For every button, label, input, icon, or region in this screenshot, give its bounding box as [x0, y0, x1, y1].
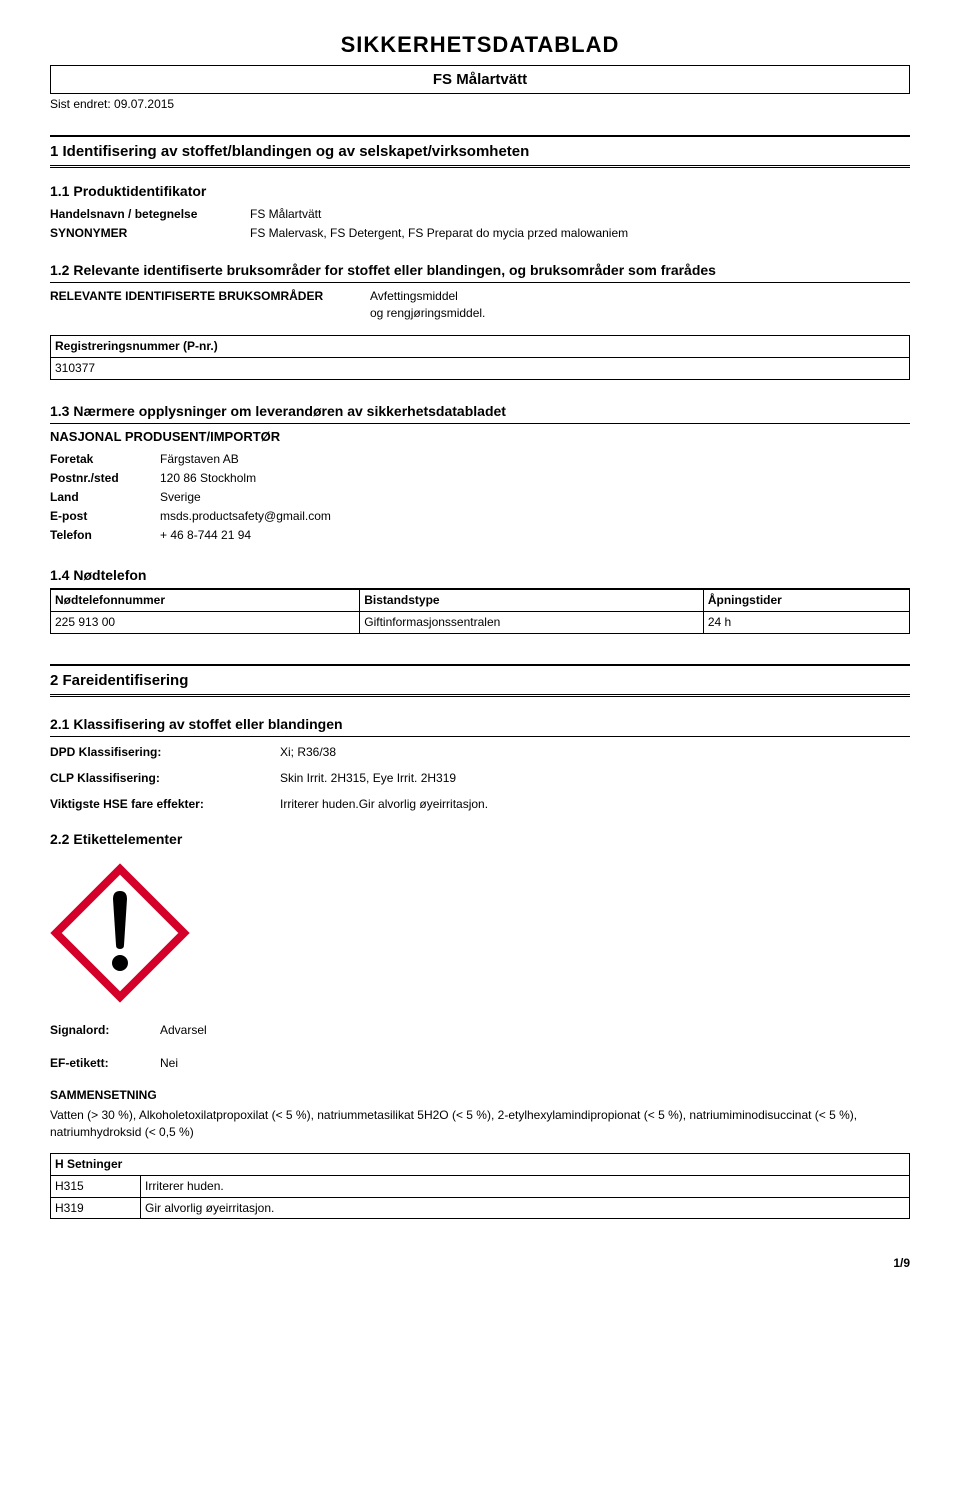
use-table: RELEVANTE IDENTIFISERTE BRUKSOMRÅDER Avf… [50, 287, 910, 323]
composition-body: Vatten (> 30 %), Alkoholetoxilatpropoxil… [50, 1107, 910, 1141]
product-id-table: Handelsnavn / betegnelse FS Målartvätt S… [50, 205, 910, 243]
kv-val: Advarsel [160, 1021, 910, 1040]
h-code: H315 [51, 1175, 141, 1197]
kv-val: FS Malervask, FS Detergent, FS Preparat … [250, 224, 910, 243]
h-code: H319 [51, 1197, 141, 1219]
kv-val: Xi; R36/38 [280, 743, 910, 769]
section-1-2-heading: 1.2 Relevante identifiserte bruksområder… [50, 261, 910, 284]
kv-row: E-postmsds.productsafety@gmail.com [50, 507, 910, 526]
kv-key: Foretak [50, 450, 160, 469]
kv-key: DPD Klassifisering: [50, 743, 280, 769]
kv-row: Telefon+ 46 8-744 21 94 [50, 526, 910, 545]
kv-row: SYNONYMER FS Malervask, FS Detergent, FS… [50, 224, 910, 243]
kv-row: DPD Klassifisering:Xi; R36/38 [50, 743, 910, 769]
col-header: Åpningstider [703, 589, 909, 611]
table-row: H319 Gir alvorlig øyeirritasjon. [51, 1197, 910, 1219]
kv-key: Viktigste HSE fare effekter: [50, 795, 280, 814]
section-1-4-heading: 1.4 Nødtelefon [50, 566, 910, 589]
section-1-3-heading: 1.3 Nærmere opplysninger om leverandøren… [50, 402, 910, 425]
use-line2: og rengjøringsmiddel. [370, 306, 485, 320]
section-1-1-heading: 1.1 Produktidentifikator [50, 182, 910, 202]
kv-val: Avfettingsmiddel og rengjøringsmiddel. [370, 287, 910, 323]
cell: Giftinformasjonssentralen [360, 611, 704, 633]
kv-val: Irriterer huden.Gir alvorlig øyeirritasj… [280, 795, 910, 814]
kv-key: Handelsnavn / betegnelse [50, 205, 250, 224]
kv-key: RELEVANTE IDENTIFISERTE BRUKSOMRÅDER [50, 287, 370, 323]
last-changed: Sist endret: 09.07.2015 [50, 96, 910, 113]
kv-val: Färgstaven AB [160, 450, 910, 469]
col-header: Bistandstype [360, 589, 704, 611]
kv-row: RELEVANTE IDENTIFISERTE BRUKSOMRÅDER Avf… [50, 287, 910, 323]
page-number: 1/9 [50, 1255, 910, 1272]
kv-key: Signalord: [50, 1021, 160, 1040]
signal-table: Signalord:Advarsel [50, 1021, 910, 1040]
reg-header: Registreringsnummer (P-nr.) [51, 335, 910, 357]
emergency-phone-table: Nødtelefonnummer Bistandstype Åpningstid… [50, 589, 910, 634]
kv-key: Postnr./sted [50, 469, 160, 488]
kv-val: FS Målartvätt [250, 205, 910, 224]
kv-val: Skin Irrit. 2H315, Eye Irrit. 2H319 [280, 769, 910, 795]
cell: 24 h [703, 611, 909, 633]
kv-val: Nei [160, 1054, 910, 1073]
kv-row: Postnr./sted120 86 Stockholm [50, 469, 910, 488]
col-header: Nødtelefonnummer [51, 589, 360, 611]
section-1-heading: 1 Identifisering av stoffet/blandingen o… [50, 135, 910, 168]
ghs-exclamation-pictogram [50, 863, 910, 1003]
h-text: Irriterer huden. [141, 1175, 910, 1197]
kv-val: + 46 8-744 21 94 [160, 526, 910, 545]
kv-key: Telefon [50, 526, 160, 545]
kv-row: Signalord:Advarsel [50, 1021, 910, 1040]
kv-key: E-post [50, 507, 160, 526]
cell: 225 913 00 [51, 611, 360, 633]
table-row: H315 Irriterer huden. [51, 1175, 910, 1197]
use-line1: Avfettingsmiddel [370, 289, 458, 303]
section-2-2-heading: 2.2 Etikettelementer [50, 830, 910, 850]
ef-table: EF-etikett:Nei [50, 1054, 910, 1073]
reg-value: 310377 [51, 357, 910, 379]
registration-table: Registreringsnummer (P-nr.) 310377 [50, 335, 910, 380]
section-2-heading: 2 Fareidentifisering [50, 664, 910, 697]
kv-key: Land [50, 488, 160, 507]
kv-row: Handelsnavn / betegnelse FS Målartvätt [50, 205, 910, 224]
kv-row: LandSverige [50, 488, 910, 507]
kv-key: EF-etikett: [50, 1054, 160, 1073]
kv-key: SYNONYMER [50, 224, 250, 243]
doc-title: SIKKERHETSDATABLAD [50, 30, 910, 61]
supplier-table: ForetakFärgstaven AB Postnr./sted120 86 … [50, 450, 910, 544]
ghs-pictogram-svg [50, 863, 190, 1003]
kv-val: 120 86 Stockholm [160, 469, 910, 488]
kv-row: EF-etikett:Nei [50, 1054, 910, 1073]
section-2-1-heading: 2.1 Klassifisering av stoffet eller blan… [50, 715, 910, 738]
kv-val: msds.productsafety@gmail.com [160, 507, 910, 526]
classification-table: DPD Klassifisering:Xi; R36/38 CLP Klassi… [50, 743, 910, 813]
composition-heading: SAMMENSETNING [50, 1087, 910, 1104]
h-text: Gir alvorlig øyeirritasjon. [141, 1197, 910, 1219]
doc-subtitle: FS Målartvätt [50, 65, 910, 94]
kv-key: CLP Klassifisering: [50, 769, 280, 795]
kv-row: CLP Klassifisering:Skin Irrit. 2H315, Ey… [50, 769, 910, 795]
table-row: 225 913 00 Giftinformasjonssentralen 24 … [51, 611, 910, 633]
producer-heading: NASJONAL PRODUSENT/IMPORTØR [50, 428, 910, 446]
h-statements-table: H Setninger H315 Irriterer huden. H319 G… [50, 1153, 910, 1219]
kv-val: Sverige [160, 488, 910, 507]
h-header: H Setninger [51, 1154, 910, 1176]
kv-row: ForetakFärgstaven AB [50, 450, 910, 469]
kv-row: Viktigste HSE fare effekter:Irriterer hu… [50, 795, 910, 814]
